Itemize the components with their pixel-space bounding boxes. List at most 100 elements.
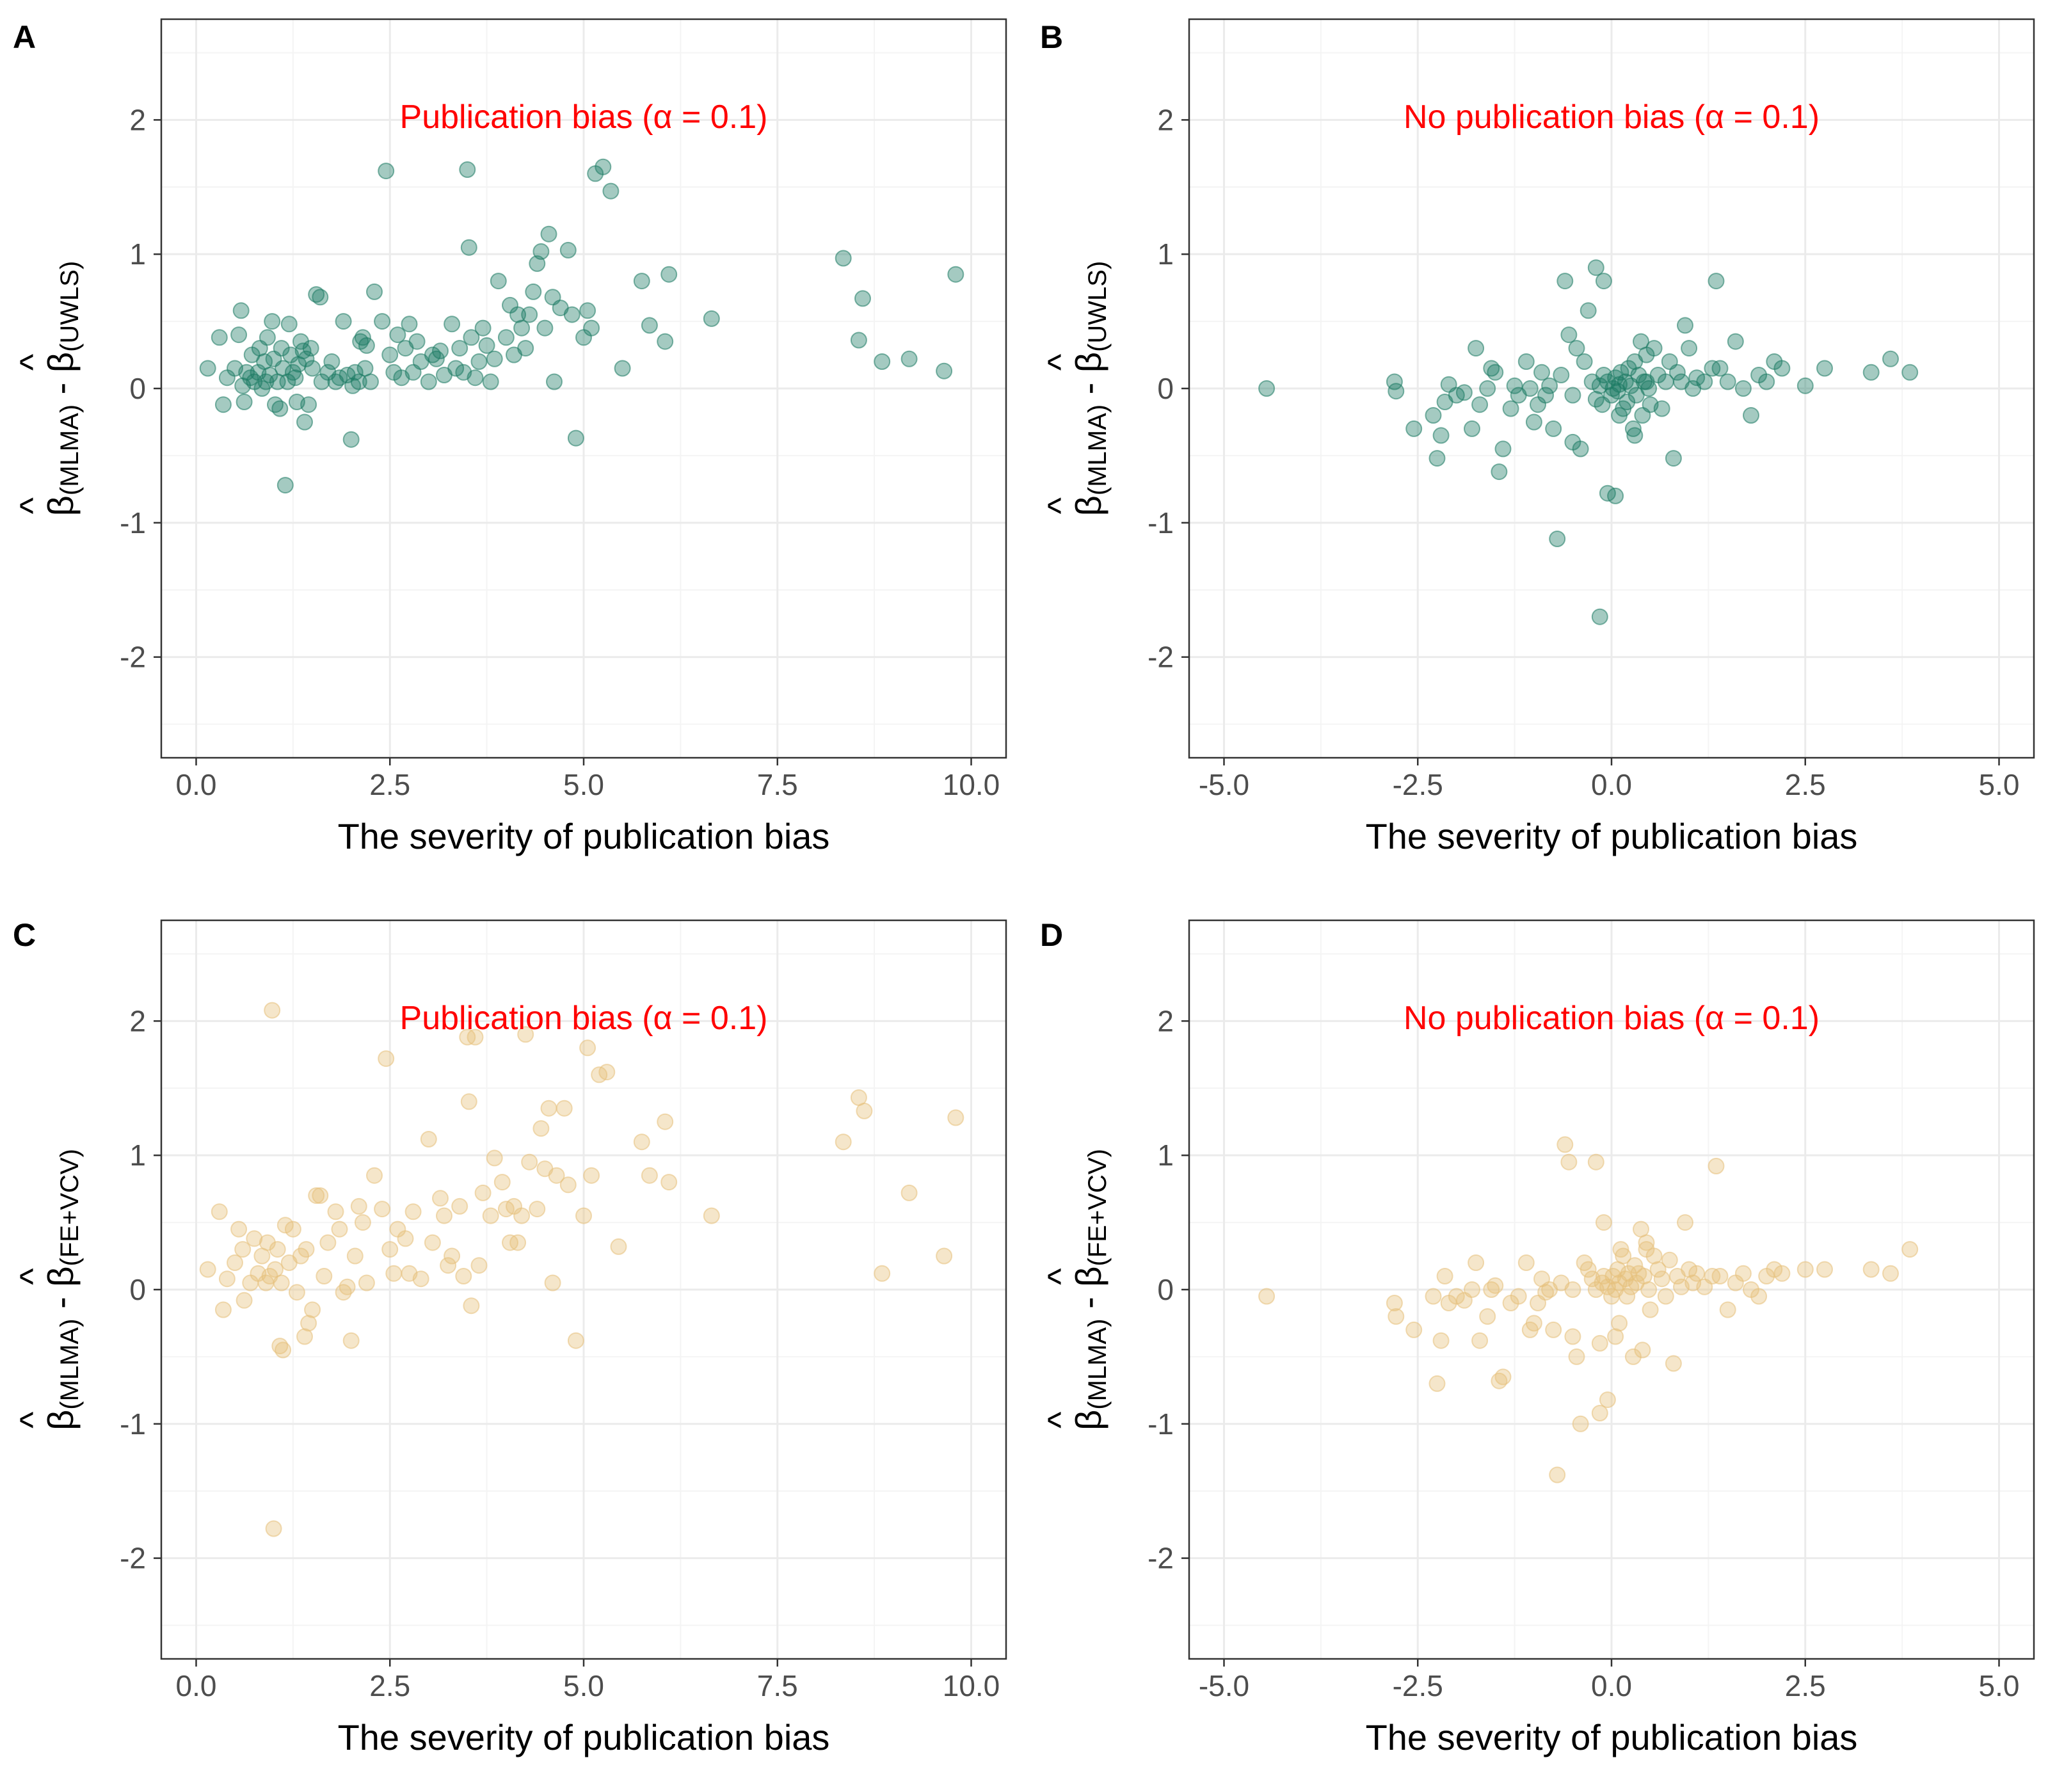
- data-point: [579, 1039, 596, 1057]
- hat-symbol: ^: [12, 497, 52, 514]
- data-point: [350, 1197, 367, 1215]
- data-point: [1560, 326, 1578, 344]
- beta-symbol: β: [1068, 495, 1108, 516]
- data-point: [304, 360, 321, 377]
- data-point: [521, 1153, 538, 1171]
- data-point: [536, 319, 554, 337]
- y-tick-label: -2: [1148, 1542, 1174, 1575]
- data-point: [1719, 373, 1736, 390]
- y-axis-title: β(MLMA) - β(UWLS): [40, 261, 84, 516]
- data-point: [467, 1028, 484, 1046]
- data-point: [451, 340, 468, 357]
- y-tick-label: -2: [120, 641, 146, 674]
- data-point: [1796, 377, 1814, 394]
- data-point: [459, 161, 476, 178]
- data-point: [408, 333, 426, 350]
- data-point: [1545, 1321, 1562, 1338]
- data-point: [265, 1520, 282, 1537]
- data-point: [854, 290, 871, 307]
- y-tick-label: -1: [120, 1407, 146, 1441]
- data-point: [850, 332, 867, 349]
- data-point: [1640, 1281, 1658, 1298]
- data-point: [304, 1301, 321, 1318]
- data-point: [660, 1174, 678, 1191]
- data-point: [1572, 1415, 1589, 1432]
- y-title-subscript-mlma: (MLMA): [56, 1318, 84, 1409]
- data-point: [1638, 373, 1655, 390]
- data-point: [346, 364, 364, 381]
- data-point: [546, 373, 563, 390]
- data-point: [1862, 364, 1880, 381]
- y-tick-label: 2: [129, 103, 146, 136]
- data-point: [1862, 1261, 1880, 1278]
- y-title-subscript-method: (FE+VCV): [1084, 1149, 1112, 1266]
- data-point: [835, 1133, 852, 1151]
- data-point: [1645, 340, 1663, 357]
- data-point: [366, 1167, 383, 1184]
- data-point: [517, 1026, 534, 1043]
- data-point: [467, 369, 484, 387]
- data-point: [1587, 1153, 1604, 1171]
- data-point: [211, 329, 228, 346]
- y-axis-title: β(MLMA) - β(FE+VCV): [1068, 1149, 1112, 1430]
- data-point: [1719, 1301, 1736, 1318]
- data-point: [1541, 377, 1558, 394]
- data-point: [470, 1257, 488, 1274]
- data-point: [362, 373, 379, 390]
- data-point: [947, 1109, 964, 1126]
- data-point: [1388, 1308, 1405, 1325]
- data-point: [874, 353, 891, 370]
- x-tick-label: 2.5: [1785, 768, 1826, 801]
- data-point: [567, 1332, 584, 1349]
- data-point: [1711, 1268, 1729, 1284]
- data-point: [1455, 384, 1473, 401]
- y-title-minus: -: [40, 1287, 81, 1319]
- data-point: [1591, 377, 1608, 394]
- x-tick-label: 2.5: [1785, 1669, 1826, 1702]
- data-point: [1766, 1261, 1783, 1278]
- data-point: [339, 1278, 356, 1295]
- data-point: [1580, 302, 1597, 319]
- data-point: [230, 326, 248, 344]
- data-point: [1711, 360, 1729, 377]
- data-point: [548, 1167, 565, 1184]
- y-tick-label: 0: [129, 372, 146, 405]
- panel-letter: C: [13, 917, 36, 953]
- data-point: [296, 413, 313, 431]
- x-tick-label: 0.0: [1591, 1669, 1632, 1702]
- data-point: [287, 369, 304, 387]
- data-point: [1758, 373, 1775, 390]
- data-point: [1425, 407, 1442, 424]
- data-point: [540, 1100, 557, 1117]
- beta-symbol: β: [1068, 352, 1108, 372]
- data-point: [1901, 1241, 1919, 1258]
- data-point: [312, 1187, 329, 1204]
- data-point: [874, 1265, 891, 1282]
- data-point: [313, 373, 330, 390]
- data-point: [567, 429, 584, 447]
- y-tick-label: -1: [1148, 1407, 1174, 1441]
- data-point: [1591, 1405, 1608, 1421]
- panel-annotation: No publication bias (α = 0.1): [1404, 99, 1820, 136]
- data-point: [1436, 1268, 1453, 1284]
- panel-letter: B: [1040, 19, 1063, 55]
- data-point: [214, 396, 232, 413]
- data-point: [641, 317, 658, 334]
- data-point: [218, 1270, 236, 1288]
- data-point: [559, 1176, 577, 1194]
- x-tick-label: 2.5: [369, 1669, 410, 1702]
- data-point: [298, 350, 315, 367]
- data-point: [1425, 1288, 1442, 1305]
- data-point: [900, 350, 918, 367]
- data-point: [1773, 360, 1791, 377]
- data-point: [1612, 364, 1629, 381]
- x-tick-label: 0.0: [1591, 768, 1632, 801]
- data-point: [1595, 1268, 1612, 1284]
- data-point: [1464, 420, 1480, 437]
- data-point: [602, 182, 620, 200]
- data-point: [1564, 1328, 1581, 1345]
- data-point: [389, 326, 406, 344]
- data-point: [1688, 1265, 1706, 1282]
- data-point: [1595, 1214, 1612, 1231]
- panel-annotation: Publication bias (α = 0.1): [400, 1000, 768, 1037]
